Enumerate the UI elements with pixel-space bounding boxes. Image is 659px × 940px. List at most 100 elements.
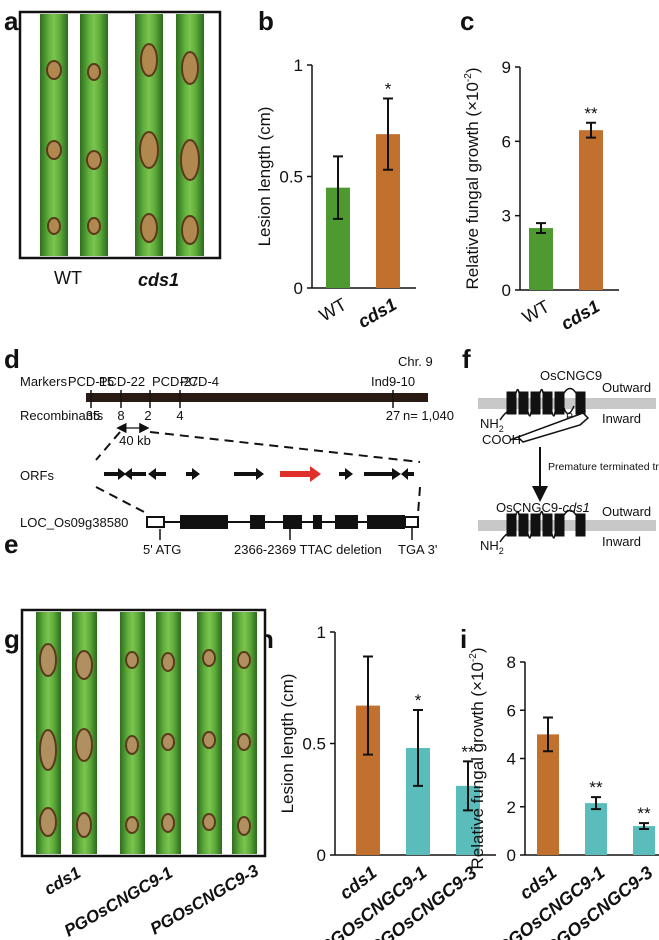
y-axis-label-text: Lesion length (cm): [278, 674, 297, 814]
terminus-label: NH2: [480, 416, 504, 434]
mutant-text: OsCNGC9-: [496, 500, 562, 515]
bar: [579, 130, 603, 290]
recombinant-count: 35: [86, 408, 100, 423]
y-tick-label: 0: [502, 281, 511, 300]
pore-label: P: [566, 411, 573, 423]
y-tick-label: 6: [507, 701, 516, 720]
y-axis-label-end: ): [468, 647, 487, 653]
bar: [633, 826, 655, 855]
chromosome: [86, 390, 428, 408]
y-tick-label: 0.5: [302, 735, 326, 754]
gene-structure: [146, 515, 419, 540]
gene-label: 2366-2369 TTAC deletion: [234, 542, 382, 557]
x-tick-label: WT: [519, 296, 553, 327]
membrane-side: Inward: [602, 534, 641, 549]
membrane-side: Inward: [602, 411, 641, 426]
panel-label: i: [460, 624, 467, 654]
photo-label: cds1: [41, 863, 84, 899]
y-axis-label: Relative fungal growth (×10-2): [463, 67, 482, 289]
c-terminal-domain: [516, 412, 590, 443]
map-label: Markers: [20, 374, 67, 389]
gene-label: 5' ATG: [143, 542, 181, 557]
panel-label: e: [4, 529, 18, 559]
marker-label: PCD-4: [180, 374, 219, 389]
y-tick-label: 2: [507, 798, 516, 817]
error-bar: [463, 760, 473, 812]
panel-label: g: [4, 624, 20, 654]
significance: *: [415, 691, 422, 710]
y-tick-label: 8: [507, 653, 516, 672]
y-axis-label-text: Relative fungal growth (×10: [463, 82, 482, 289]
c-terminal-link: [509, 436, 519, 441]
orf-arrows: [104, 466, 414, 482]
terminus-text: NH: [480, 538, 499, 553]
error-bar: [413, 709, 423, 787]
x-tick-label: cds1: [354, 294, 400, 332]
y-tick-label: 6: [502, 132, 511, 151]
y-axis-label-end: ): [463, 67, 482, 73]
error-bar: [383, 97, 393, 171]
error-bar: [333, 155, 343, 220]
arrow-label: Premature terminated translation: [548, 461, 659, 473]
significance: **: [461, 742, 475, 761]
gene-label: TGA 3': [398, 542, 437, 557]
error-bar: [536, 222, 546, 235]
significance: **: [584, 104, 598, 123]
recombinant-count: 8: [117, 408, 124, 423]
terminus-text: NH: [480, 416, 499, 431]
bar: [585, 803, 607, 855]
marker-label: PCD-15: [68, 374, 114, 389]
y-tick-label: 1: [294, 56, 303, 75]
orf-label: ORFs: [20, 468, 54, 483]
y-axis-label-exponent: -2: [463, 73, 474, 82]
protein-name: OsCNGC9: [540, 368, 602, 383]
recombinant-count: 4: [176, 408, 183, 423]
panel-label: c: [460, 6, 474, 36]
panel-label: a: [4, 6, 19, 36]
y-axis-label: Relative fungal growth (×10-2): [468, 647, 487, 869]
leaf-photo: [18, 10, 222, 260]
y-tick-label: 1: [317, 623, 326, 642]
panel-label: f: [462, 344, 471, 374]
mutant-name: OsCNGC9-cds1: [496, 500, 590, 515]
recombinant-count: 2: [144, 408, 151, 423]
x-tick-label: cds1: [557, 296, 603, 334]
photo-label: WT: [54, 268, 82, 288]
y-axis-label-exponent: -2: [468, 653, 479, 662]
chromosome-label: Chr. 9: [398, 354, 433, 369]
error-bar: [543, 716, 553, 753]
marker-label: PCD-22: [99, 374, 145, 389]
marker-label: Ind9-10: [371, 374, 415, 389]
terminus-subscript: 2: [499, 546, 504, 556]
y-tick-label: 0: [507, 846, 516, 865]
y-tick-label: 3: [502, 207, 511, 226]
transmembrane-helices: [499, 509, 586, 543]
gene-name: LOC_Os09g38580: [20, 515, 128, 530]
distance-label: 40 kb: [119, 433, 151, 448]
y-tick-label: 0.5: [279, 168, 303, 187]
y-axis-label: Lesion length (cm): [255, 107, 274, 247]
zoom-lines: [95, 431, 421, 515]
membrane-side: Outward: [602, 380, 651, 395]
terminus-subscript: 2: [499, 424, 504, 434]
x-tick-label: WT: [316, 294, 350, 325]
terminus-label: NH2: [480, 538, 504, 556]
significance: **: [589, 778, 603, 797]
photo-label: cds1: [138, 270, 179, 290]
bar: [529, 228, 553, 290]
map-label: Recombinants: [20, 408, 104, 423]
error-bar: [591, 796, 601, 811]
y-tick-label: 9: [502, 58, 511, 77]
membrane: [478, 398, 656, 531]
y-axis-label-text: Relative fungal growth (×10: [468, 662, 487, 869]
recombinant-count: 27: [386, 408, 400, 423]
membrane-side: Outward: [602, 504, 651, 519]
y-tick-label: 4: [507, 750, 516, 769]
transmembrane-helices: [499, 387, 586, 426]
significance: **: [637, 804, 651, 823]
significance: *: [385, 79, 392, 98]
marker-label: PCD-27: [152, 374, 198, 389]
error-bar: [363, 655, 373, 756]
y-axis-label-text: Lesion length (cm): [255, 107, 274, 247]
